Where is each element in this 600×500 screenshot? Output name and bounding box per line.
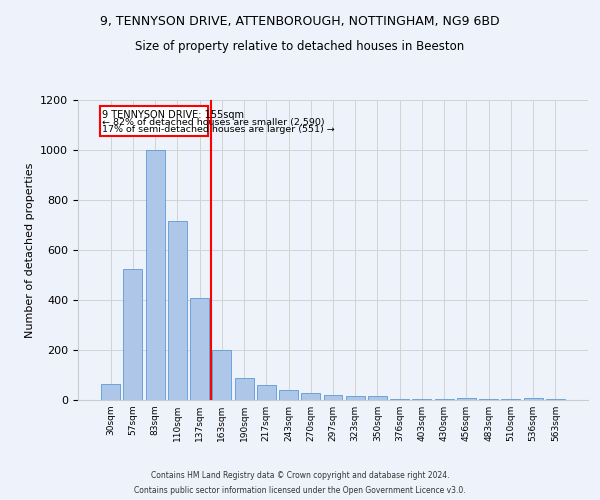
Text: 9, TENNYSON DRIVE, ATTENBOROUGH, NOTTINGHAM, NG9 6BD: 9, TENNYSON DRIVE, ATTENBOROUGH, NOTTING… — [100, 15, 500, 28]
Bar — [390, 399, 409, 400]
Bar — [168, 221, 187, 400]
Y-axis label: Number of detached properties: Number of detached properties — [25, 162, 35, 338]
Bar — [190, 298, 209, 400]
Bar — [101, 384, 120, 400]
Bar — [479, 399, 498, 400]
Bar — [124, 269, 142, 400]
Bar — [100, 106, 208, 136]
Bar — [279, 390, 298, 400]
Bar — [435, 399, 454, 400]
Bar — [412, 399, 431, 400]
Bar — [257, 385, 276, 400]
Bar — [346, 396, 365, 400]
Bar — [524, 398, 542, 400]
Bar — [235, 378, 254, 400]
Text: ← 82% of detached houses are smaller (2,590): ← 82% of detached houses are smaller (2,… — [102, 118, 325, 126]
Bar — [301, 392, 320, 400]
Text: 17% of semi-detached houses are larger (551) →: 17% of semi-detached houses are larger (… — [102, 125, 334, 134]
Bar — [546, 399, 565, 400]
Bar — [212, 350, 231, 400]
Text: Contains public sector information licensed under the Open Government Licence v3: Contains public sector information licen… — [134, 486, 466, 495]
Text: Size of property relative to detached houses in Beeston: Size of property relative to detached ho… — [136, 40, 464, 53]
Text: 9 TENNYSON DRIVE: 155sqm: 9 TENNYSON DRIVE: 155sqm — [102, 110, 244, 120]
Bar — [457, 398, 476, 400]
Bar — [368, 396, 387, 400]
Bar — [502, 399, 520, 400]
Text: Contains HM Land Registry data © Crown copyright and database right 2024.: Contains HM Land Registry data © Crown c… — [151, 471, 449, 480]
Bar — [323, 395, 343, 400]
Bar — [146, 150, 164, 400]
